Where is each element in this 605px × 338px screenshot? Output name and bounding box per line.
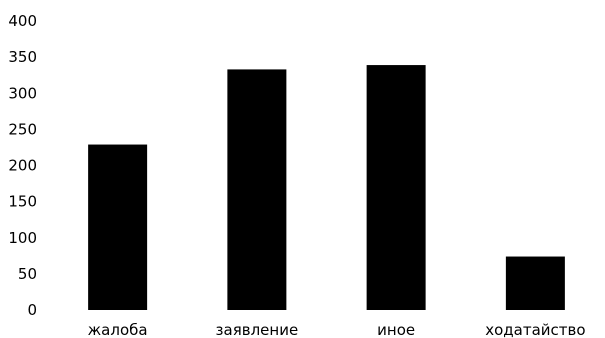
y-tick-label: 350 [8,48,37,66]
y-tick-label: 250 [8,120,37,138]
y-tick-label: 0 [27,301,37,319]
bar [88,144,148,310]
x-axis-labels: жалоба заявление иное ходатайство [88,321,586,338]
bars [88,65,565,310]
y-tick-label: 150 [8,193,37,211]
x-tick-label: иное [377,321,415,338]
y-tick-label: 100 [8,229,37,247]
x-tick-label: заявление [216,321,299,338]
y-axis-ticks: 0 50 100 150 200 250 300 350 400 [8,12,37,319]
y-tick-label: 300 [8,84,37,102]
y-tick-label: 50 [18,265,37,283]
x-tick-label: жалоба [88,321,148,338]
bar [227,69,287,310]
y-tick-label: 200 [8,157,37,175]
bar [505,256,565,310]
y-tick-label: 400 [8,12,37,30]
x-tick-label: ходатайство [485,321,585,338]
bar [366,65,426,310]
